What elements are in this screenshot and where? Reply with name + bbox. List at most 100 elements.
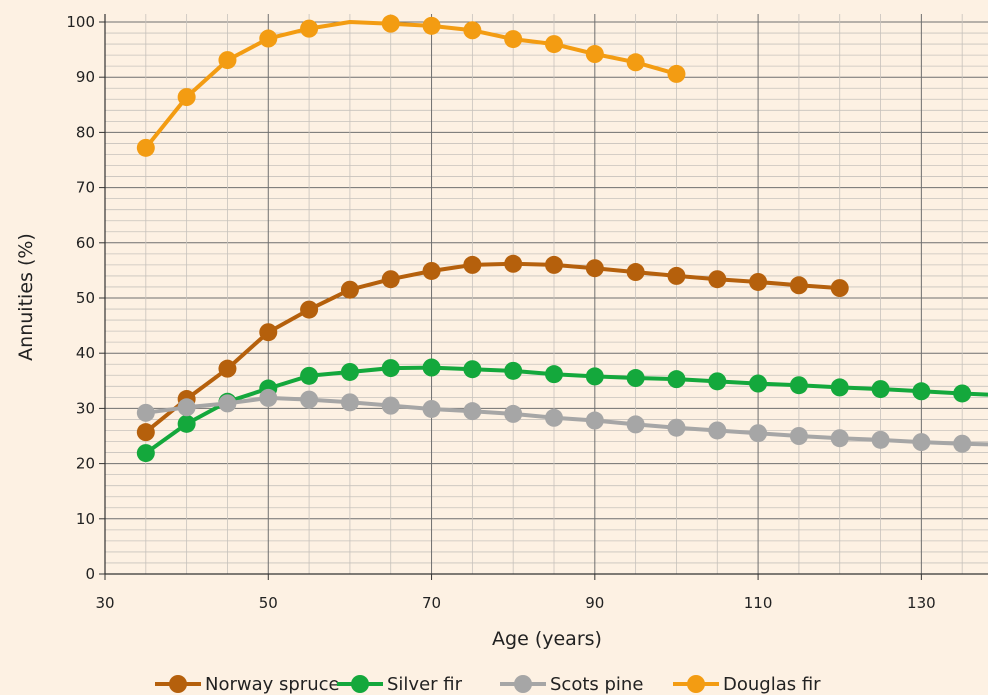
data-point (300, 300, 319, 319)
data-point (463, 360, 482, 379)
data-point (177, 398, 196, 417)
y-tick-label: 10 (76, 510, 95, 528)
y-tick-label: 50 (76, 289, 95, 307)
legend-item: Scots pine (500, 674, 643, 695)
data-point (708, 421, 727, 440)
data-point (422, 16, 441, 35)
legend-label: Douglas fir (723, 674, 821, 695)
data-point (585, 367, 604, 386)
data-point (504, 361, 523, 380)
data-point (912, 382, 931, 401)
data-point (340, 362, 359, 381)
data-point (912, 433, 931, 452)
data-point (422, 399, 441, 418)
y-tick-label: 30 (76, 399, 95, 417)
data-point (830, 279, 849, 298)
data-point (259, 388, 278, 407)
legend-label: Norway spruce (205, 674, 340, 695)
legend-item: Norway spruce (155, 674, 340, 695)
data-point (667, 370, 686, 389)
data-point (749, 374, 768, 393)
data-point (626, 53, 645, 72)
x-tick-label: 110 (744, 594, 773, 612)
data-point (463, 21, 482, 40)
data-point (259, 29, 278, 48)
data-point (545, 408, 563, 427)
data-point (667, 418, 686, 437)
legend-label: Silver fir (387, 674, 463, 695)
y-tick-label: 70 (76, 179, 95, 197)
axes (99, 14, 988, 580)
data-point (463, 255, 482, 274)
series-group (136, 14, 988, 463)
x-tick-label: 130 (907, 594, 936, 612)
data-point (340, 280, 359, 299)
data-point (545, 35, 563, 54)
x-tick-label: 30 (95, 594, 114, 612)
series-line (144, 20, 678, 150)
series-line (144, 261, 840, 434)
legend-swatch-marker (687, 675, 705, 693)
y-tick-label: 100 (66, 13, 95, 31)
data-point (789, 376, 808, 395)
data-point (667, 266, 686, 285)
data-point (749, 272, 768, 291)
y-axis-title: Annuities (%) (15, 233, 37, 361)
data-point (177, 88, 196, 107)
data-point (300, 390, 319, 409)
data-point (667, 64, 686, 83)
y-tick-label: 40 (76, 344, 95, 362)
data-point (749, 424, 768, 443)
series-silver-fir (136, 358, 988, 463)
data-point (381, 270, 400, 289)
legend: Norway spruce Silver fir Scots pine Douglas… (155, 674, 821, 695)
x-tick-label: 90 (585, 594, 604, 612)
data-point (136, 138, 155, 157)
data-point (626, 415, 645, 434)
data-point (545, 255, 563, 274)
data-point (259, 323, 278, 342)
data-point (136, 444, 155, 463)
data-point (626, 263, 645, 282)
series-line (144, 365, 988, 455)
data-point (953, 384, 972, 403)
legend-item: Silver fir (337, 674, 463, 695)
data-point (218, 359, 237, 378)
data-point (626, 369, 645, 388)
legend-item: Douglas fir (673, 674, 821, 695)
data-point (953, 434, 972, 453)
tick-labels: 0 10 20 30 40 50 60 70 80 90 100 30 50 70 90 110 130 (66, 13, 935, 612)
data-point (300, 366, 319, 385)
y-tick-label: 0 (85, 565, 95, 583)
data-point (585, 411, 604, 430)
data-point (585, 45, 604, 64)
y-tick-label: 90 (76, 68, 95, 86)
data-point (708, 270, 727, 289)
data-point (789, 427, 808, 445)
series-line (145, 395, 988, 447)
data-point (136, 423, 155, 442)
legend-swatch-marker (514, 675, 532, 693)
series-douglas-fir (136, 14, 686, 157)
data-point (422, 261, 441, 280)
data-point (545, 365, 563, 384)
data-point (218, 51, 237, 70)
data-point (708, 372, 727, 391)
data-point (830, 429, 849, 448)
data-point (504, 254, 523, 273)
data-point (871, 380, 890, 399)
grid (105, 14, 988, 575)
data-point (340, 393, 359, 412)
data-point (504, 30, 523, 49)
series-scots-pine (136, 388, 988, 453)
data-point (218, 394, 237, 413)
data-point (463, 402, 482, 421)
y-tick-label: 60 (76, 234, 95, 252)
x-axis-title: Age (years) (492, 628, 602, 650)
legend-swatch-marker (169, 675, 187, 693)
y-tick-label: 80 (76, 123, 95, 141)
data-point (300, 19, 319, 38)
data-point (381, 14, 400, 33)
